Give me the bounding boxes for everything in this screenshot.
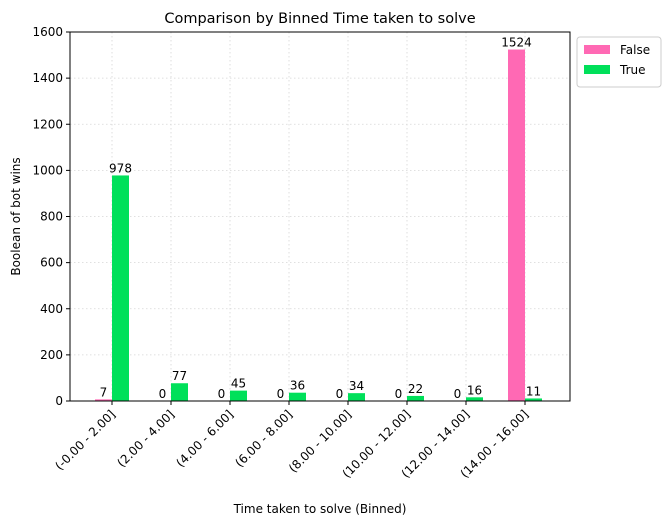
bar-true-1 <box>171 383 188 401</box>
legend-label-true: True <box>619 63 646 77</box>
legend-label-false: False <box>620 43 650 57</box>
data-label-false-5: 0 <box>395 387 403 401</box>
x-tick-label: (6.00 - 8.00] <box>232 407 295 470</box>
data-label-false-7: 1524 <box>501 36 532 50</box>
x-tick-label: (4.00 - 6.00] <box>173 407 236 470</box>
data-label-true-3: 36 <box>290 379 305 393</box>
data-label-true-1: 77 <box>172 369 187 383</box>
y-tick-label: 800 <box>40 210 63 224</box>
y-tick-label: 600 <box>40 256 63 270</box>
legend-swatch-false <box>584 45 610 54</box>
bar-true-4 <box>348 393 365 401</box>
data-label-true-0: 978 <box>109 161 132 175</box>
data-label-false-4: 0 <box>336 387 344 401</box>
data-label-false-0: 7 <box>100 385 108 399</box>
y-axis-ticks: 0 200 400 600 800 1000 1200 1400 1600 <box>32 25 70 408</box>
data-label-false-2: 0 <box>218 387 226 401</box>
bar-true-2 <box>230 390 247 401</box>
x-tick-label: (-0.00 - 2.00] <box>52 407 118 473</box>
x-tick-label: (2.00 - 4.00] <box>114 407 177 470</box>
y-axis-label: Boolean of bot wins <box>9 157 23 275</box>
legend-swatch-true <box>584 65 610 74</box>
chart-title: Comparison by Binned Time taken to solve <box>164 11 475 27</box>
y-tick-label: 200 <box>40 348 63 362</box>
bar-true-5 <box>407 395 424 401</box>
data-label-true-5: 22 <box>408 382 423 396</box>
y-tick-label: 1400 <box>32 71 63 85</box>
bar-false-0 <box>95 399 112 401</box>
bar-true-3 <box>289 392 306 401</box>
x-axis-label: Time taken to solve (Binned) <box>233 502 407 516</box>
data-label-false-6: 0 <box>454 387 462 401</box>
bar-true-6 <box>466 397 483 401</box>
y-tick-label: 1000 <box>32 163 63 177</box>
data-label-true-2: 45 <box>231 377 246 391</box>
data-label-true-4: 34 <box>349 379 364 393</box>
bars <box>95 49 542 402</box>
y-tick-label: 400 <box>40 302 63 316</box>
y-tick-label: 1600 <box>32 25 63 39</box>
bar-false-7 <box>508 49 525 402</box>
data-label-false-3: 0 <box>277 387 285 401</box>
bar-true-7 <box>525 398 542 401</box>
data-label-true-6: 16 <box>467 383 482 397</box>
legend: False True <box>576 36 662 88</box>
bar-true-0 <box>112 175 129 401</box>
y-tick-label: 0 <box>55 394 63 408</box>
y-tick-label: 1200 <box>32 117 63 131</box>
grid-lines <box>70 31 570 402</box>
bar-labels: 7 0 0 0 0 0 0 1524 978 77 45 36 34 22 16 11 <box>100 36 541 401</box>
x-axis-ticks: (-0.00 - 2.00](2.00 - 4.00](4.00 - 6.00]… <box>52 401 531 481</box>
data-label-true-7: 11 <box>526 384 541 398</box>
data-label-false-1: 0 <box>159 387 167 401</box>
